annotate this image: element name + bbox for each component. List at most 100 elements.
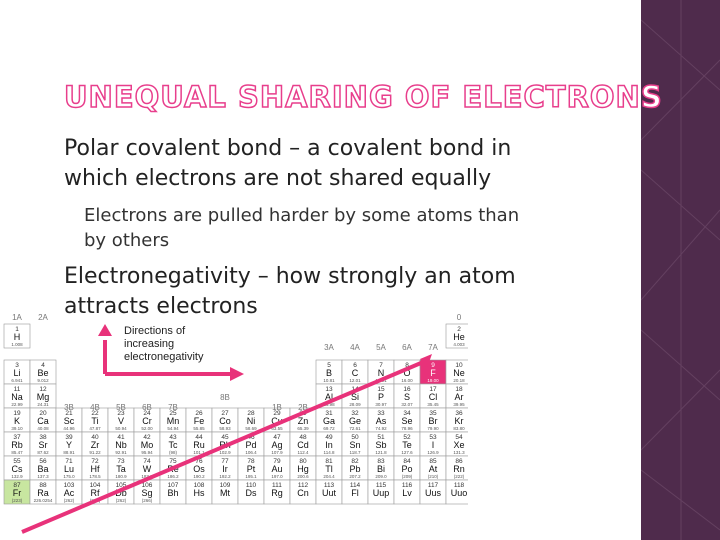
element-cell-bg: [55, 479, 83, 505]
atomic-mass: 192.2: [219, 474, 231, 479]
atomic-mass: (209): [402, 474, 413, 479]
element-cell-bg: [237, 479, 265, 505]
atomic-mass: 207.2: [349, 474, 361, 479]
atomic-number: 25: [169, 410, 177, 417]
atomic-mass: 79.90: [427, 426, 439, 431]
element-cell-bg: [367, 479, 395, 505]
atomic-mass: 24.31: [37, 402, 49, 407]
atomic-mass: 226.0254: [34, 498, 53, 503]
element-symbol: Bh: [167, 488, 178, 498]
atomic-mass: (223): [12, 498, 23, 503]
element-cell-bg: [81, 407, 109, 433]
group-label: 0: [457, 313, 462, 322]
atomic-number: 41: [117, 434, 125, 441]
element-symbol: Ta: [116, 464, 126, 474]
atomic-mass: 186.2: [167, 474, 179, 479]
atomic-number: 28: [247, 410, 255, 417]
element-symbol: Al: [325, 392, 333, 402]
atomic-number: 13: [325, 386, 333, 393]
element-cell-bg: [29, 455, 57, 481]
atomic-number: 103: [64, 482, 75, 489]
atomic-number: 114: [350, 482, 361, 489]
atomic-number: 73: [117, 458, 125, 465]
group-label: 2B: [298, 403, 308, 412]
atomic-number: 15: [377, 386, 385, 393]
group-label: 1A: [12, 313, 22, 322]
element-symbol: Bi: [377, 464, 385, 474]
element-cell-bg: [445, 323, 468, 349]
element-cell-bg: [315, 359, 343, 385]
element-symbol: S: [404, 392, 410, 402]
caption-line-2: increasing: [124, 338, 174, 350]
element-symbol: Hs: [194, 488, 205, 498]
element-symbol: Ir: [222, 464, 228, 474]
bullet-text-line1: Polar covalent bond – a covalent bond in: [64, 136, 512, 161]
atomic-mass: 209.0: [375, 474, 387, 479]
atomic-mass: 200.6: [297, 474, 309, 479]
sub-bullet-text: Electrons are pulled harder by some atom…: [84, 205, 520, 226]
element-symbol: Cn: [297, 488, 309, 498]
element-symbol: Cl: [429, 392, 438, 402]
element-symbol: Te: [402, 440, 412, 450]
element-symbol: Mn: [167, 416, 180, 426]
atomic-mass: 197.0: [271, 474, 283, 479]
element-symbol: At: [429, 464, 438, 474]
element-cell-bg: [367, 455, 395, 481]
atomic-number: 31: [325, 410, 333, 417]
element-symbol: Zr: [91, 440, 100, 450]
element-cell-bg: [185, 407, 213, 433]
element-cell-bg: [445, 479, 468, 505]
atomic-number: 71: [65, 458, 73, 465]
atomic-number: 26: [195, 410, 203, 417]
group-label: 2A: [38, 313, 48, 322]
atomic-number: 106: [142, 482, 153, 489]
atomic-number: 27: [221, 410, 229, 417]
atomic-mass: 131.3: [453, 450, 465, 455]
bullet-text-line2: attracts electrons: [64, 294, 258, 319]
atomic-mass: 1.008: [11, 342, 23, 347]
atomic-mass: 65.39: [297, 426, 309, 431]
arrow-right-head: [230, 367, 244, 381]
atomic-number: 32: [351, 410, 359, 417]
atomic-number: 34: [403, 410, 411, 417]
element-symbol: Ga: [323, 416, 335, 426]
atomic-number: 77: [221, 458, 229, 465]
atomic-number: 81: [325, 458, 333, 465]
element-cell-bg: [393, 383, 421, 409]
element-symbol: Rb: [11, 440, 23, 450]
atomic-number: 76: [195, 458, 203, 465]
atomic-mass: 50.94: [115, 426, 127, 431]
element-cell-bg: [263, 431, 291, 457]
element-symbol: Br: [429, 416, 438, 426]
atomic-number: 4: [41, 362, 45, 369]
atomic-mass: 26.98: [323, 402, 335, 407]
element-cell-bg: [133, 407, 161, 433]
atomic-number: 55: [13, 458, 21, 465]
atomic-mass: 52.00: [141, 426, 153, 431]
atomic-number: 78: [247, 458, 255, 465]
periodic-table-cells: 1H1.0082He4.0033Li6.9414Be9.0125B10.816C…: [3, 323, 468, 505]
atomic-number: 107: [168, 482, 179, 489]
element-cell-bg: [55, 455, 83, 481]
slide-title: UNEQUAL SHARING OF ELECTRONS: [63, 79, 663, 115]
atomic-mass: 30.97: [375, 402, 387, 407]
